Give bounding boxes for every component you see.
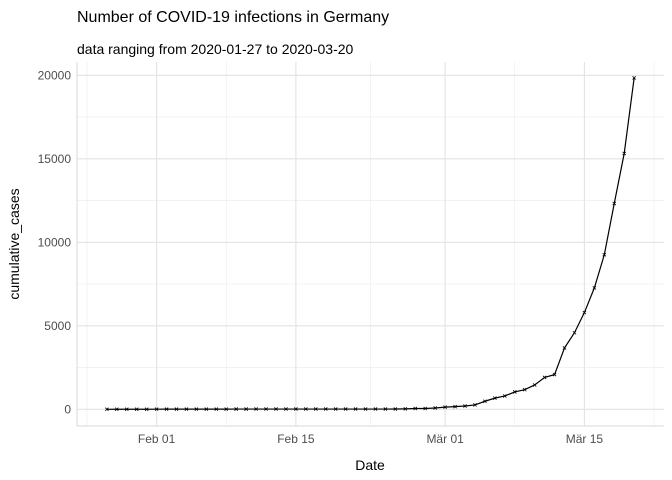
data-point [343,407,348,411]
data-point [333,407,338,411]
data-point [274,407,278,411]
data-point [562,346,567,350]
data-point [632,76,637,80]
data-point [224,407,229,411]
data-point [313,407,318,411]
chart-title: Number of COVID-19 infections in Germany [77,9,389,26]
data-point [284,407,288,411]
data-point [393,407,398,411]
chart-subtitle: data ranging from 2020-01-27 to 2020-03-… [77,41,354,57]
y-axis-title: cumulative_cases [6,188,22,299]
data-point [483,399,487,404]
x-axis-ticks: Feb 01 Feb 15 Mär 01 Mär 15 [138,432,603,446]
data-point [622,151,627,156]
y-tick-label: 0 [64,402,71,416]
data-point [124,407,129,412]
y-tick-label: 10000 [38,235,72,249]
data-point [612,201,617,206]
data-point [582,310,587,315]
y-tick-label: 15000 [38,152,72,166]
major-gridlines [77,62,664,426]
data-point [572,330,577,335]
data-point [522,387,527,392]
data-point [154,407,159,412]
data-point [144,407,149,412]
data-point [473,403,477,407]
x-tick-label: Feb 01 [138,432,176,446]
series-line [106,77,635,410]
data-point [552,372,557,377]
data-point [264,407,268,411]
x-tick-label: Mär 01 [426,432,464,446]
data-point [214,407,219,411]
data-point [502,394,507,398]
data-point [194,407,199,411]
data-point [293,407,298,411]
data-point [244,407,249,411]
data-point [353,407,358,411]
data-point [433,406,438,410]
data-point [134,407,139,412]
y-tick-label: 5000 [44,319,71,333]
data-point [423,406,428,411]
x-tick-label: Mär 15 [566,432,604,446]
data-point [104,407,109,412]
data-point [602,252,607,257]
data-point [254,407,258,411]
data-point [443,405,448,410]
data-point [184,407,189,411]
x-tick-label: Feb 15 [277,432,315,446]
y-axis-ticks: 0 5000 10000 15000 20000 [38,68,72,416]
data-point [413,406,418,411]
data-point [592,285,597,290]
data-point [114,407,119,412]
y-tick-label: 20000 [38,68,72,82]
data-point [383,407,388,411]
data-point-markers [104,76,637,412]
data-point [234,407,239,411]
x-axis-title: Date [355,457,385,473]
data-point [164,407,169,412]
data-point [303,407,308,411]
data-point [373,407,378,411]
data-point [204,407,209,411]
data-point [542,375,547,380]
data-point [463,404,467,408]
data-point [492,396,497,400]
minor-gridlines [77,62,664,426]
data-point [323,407,328,411]
data-point [403,406,408,411]
data-point [453,404,457,409]
data-point [363,407,368,411]
data-point [174,407,179,411]
data-point [532,383,537,387]
data-point [512,390,517,394]
